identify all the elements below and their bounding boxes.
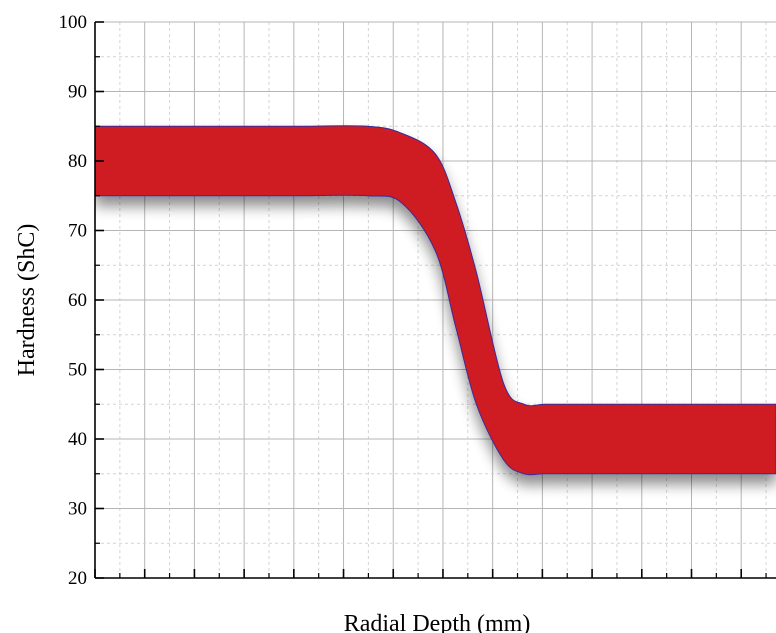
- y-tick-label: 60: [68, 290, 87, 311]
- y-axis-title: Hardness (ShC): [14, 224, 40, 377]
- hardness-band: [95, 125, 776, 476]
- y-tick-label: 100: [59, 12, 88, 33]
- y-tick-label: 40: [68, 429, 87, 450]
- y-tick-label: 50: [68, 360, 87, 381]
- y-tick-label: 90: [68, 82, 87, 103]
- y-tick-label: 20: [68, 568, 87, 589]
- hardness-band-layer: [95, 125, 776, 476]
- y-tick-label: 70: [68, 221, 87, 242]
- axes: 20 30 40 50 60 70 80 90 100: [59, 12, 776, 589]
- x-axis-title: Radial Depth (mm): [344, 611, 531, 633]
- y-tick-label: 80: [68, 151, 87, 172]
- grid: [94, 21, 776, 579]
- y-tick-label: 30: [68, 499, 87, 520]
